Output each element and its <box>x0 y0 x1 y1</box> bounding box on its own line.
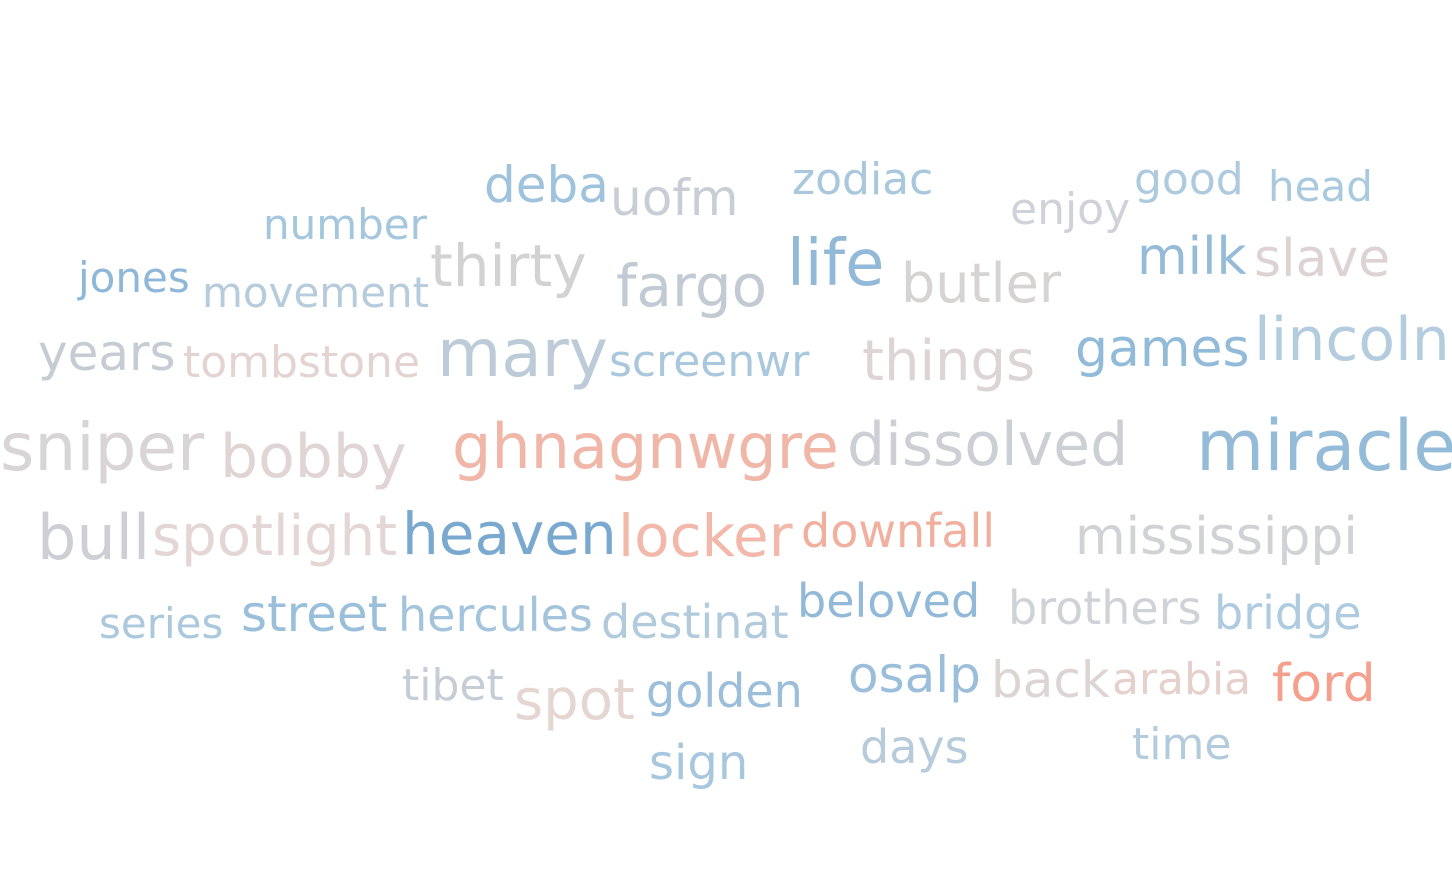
word-milk: milk <box>1137 227 1247 287</box>
word-deba: deba <box>484 156 609 214</box>
word-fargo: fargo <box>616 252 768 320</box>
word-uofm: uofm <box>610 169 739 227</box>
word-enjoy: enjoy <box>1010 184 1131 235</box>
word-destinat: destinat <box>601 595 789 649</box>
word-number: number <box>263 200 427 249</box>
word-spotlight: spotlight <box>152 504 398 569</box>
word-screenwr: screenwr <box>609 336 810 387</box>
word-beloved: beloved <box>797 574 981 628</box>
word-tibet: tibet <box>402 660 504 711</box>
word-brothers: brothers <box>1008 581 1202 635</box>
word-movement: movement <box>202 268 430 317</box>
word-thirty: thirty <box>430 232 587 300</box>
word-things: things <box>862 329 1036 394</box>
word-miracle: miracle <box>1196 405 1452 487</box>
word-slave: slave <box>1254 229 1391 289</box>
word-ghnagnwgre: ghnagnwgre <box>452 410 839 483</box>
word-back: back <box>991 651 1110 709</box>
word-zodiac: zodiac <box>792 154 934 205</box>
word-heaven: heaven <box>402 500 617 568</box>
word-good: good <box>1134 154 1244 205</box>
word-games: games <box>1075 319 1250 379</box>
word-head: head <box>1268 162 1373 211</box>
word-bridge: bridge <box>1214 586 1362 640</box>
word-series: series <box>99 599 224 648</box>
word-sign: sign <box>649 735 749 791</box>
word-street: street <box>241 585 388 643</box>
word-downfall: downfall <box>801 504 996 558</box>
word-locker: locker <box>618 502 793 570</box>
word-bull: bull <box>37 501 151 574</box>
word-days: days <box>860 720 969 774</box>
word-golden: golden <box>646 664 803 718</box>
word-tombstone: tombstone <box>183 337 421 388</box>
word-ford: ford <box>1272 654 1376 714</box>
word-time: time <box>1132 719 1232 770</box>
word-life: life <box>787 227 885 301</box>
word-jones: jones <box>78 253 190 302</box>
word-mississippi: mississippi <box>1075 507 1358 567</box>
word-osalp: osalp <box>848 646 981 704</box>
word-mary: mary <box>437 315 608 392</box>
word-dissolved: dissolved <box>847 410 1129 480</box>
word-hercules: hercules <box>398 588 593 642</box>
word-sniper: sniper <box>0 409 205 486</box>
word-years: years <box>38 324 176 382</box>
word-butler: butler <box>901 252 1062 315</box>
word-spot: spot <box>514 668 635 733</box>
word-arabia: arabia <box>1112 654 1252 705</box>
word-lincoln: lincoln <box>1254 305 1450 375</box>
word-bobby: bobby <box>220 422 407 492</box>
